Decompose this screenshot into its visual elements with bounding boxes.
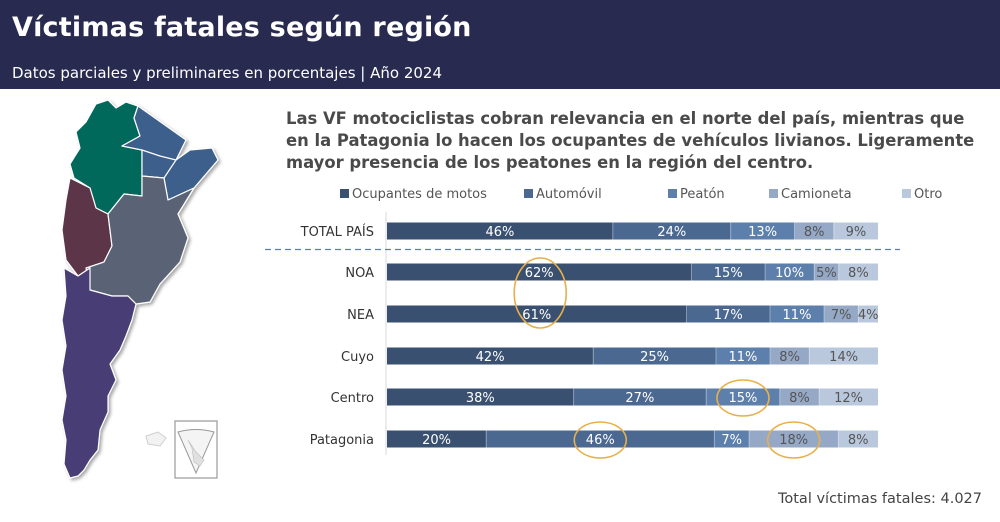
data-label: 46% [485, 225, 514, 240]
data-label: 5% [816, 266, 837, 281]
legend-item: Ocupantes de motos [340, 187, 487, 202]
legend-swatch-icon [769, 189, 778, 198]
bar-segment [387, 263, 692, 281]
page-subtitle: Datos parciales y preliminares en porcen… [12, 64, 442, 82]
bar-segment [838, 263, 878, 281]
legend-label: Peatón [680, 187, 725, 202]
category-label: Cuyo [341, 350, 374, 365]
data-label: 8% [779, 350, 800, 365]
legend-label: Camioneta [781, 187, 852, 202]
bar-segment [838, 430, 878, 448]
legend-item: Peatón [668, 187, 725, 202]
data-label: 14% [829, 350, 858, 365]
data-label: 18% [779, 433, 808, 448]
bar-segment [809, 347, 878, 365]
data-label: 17% [714, 308, 743, 323]
page-title: Víctimas fatales según región [12, 12, 472, 43]
data-label: 15% [714, 266, 743, 281]
data-label: 13% [748, 225, 777, 240]
bar-segment [714, 430, 750, 448]
legend-label: Otro [914, 187, 943, 202]
category-label: Centro [331, 391, 374, 406]
bar-segment [573, 388, 707, 406]
bar-segment [387, 305, 687, 323]
category-label: Patagonia [310, 433, 374, 448]
bar-segment [686, 305, 770, 323]
bar-segment [486, 430, 715, 448]
highlight-ellipse [766, 421, 821, 459]
bar-segment [814, 263, 839, 281]
data-label: 10% [775, 266, 804, 281]
data-label: 11% [783, 308, 812, 323]
legend-label: Automóvil [536, 187, 602, 202]
category-label: NEA [347, 308, 374, 323]
bar-segment [794, 222, 834, 240]
argentina-region-map [61, 99, 219, 479]
data-label: 8% [804, 225, 825, 240]
category-label: NOA [345, 266, 374, 281]
legend-item: Otro [902, 187, 942, 202]
legend-swatch-icon [340, 189, 349, 198]
malvinas-icon [145, 431, 167, 447]
legend-item: Camioneta [769, 187, 852, 202]
data-label: 46% [586, 433, 615, 448]
data-label: 7% [831, 308, 852, 323]
bar-segment [706, 388, 780, 406]
highlight-ellipse [716, 379, 770, 417]
legend-swatch-icon [668, 189, 677, 198]
bar-segment [593, 347, 716, 365]
bar-segment [612, 222, 731, 240]
bar-segment [765, 263, 815, 281]
bar-segment [823, 305, 859, 323]
category-label: TOTAL PAÍS [300, 224, 374, 240]
legend-label: Ocupantes de motos [352, 187, 487, 202]
data-label: 25% [640, 350, 669, 365]
data-label: 27% [625, 391, 654, 406]
bar-segment [858, 305, 878, 323]
data-label: 9% [846, 225, 867, 240]
legend-swatch-icon [902, 189, 911, 198]
bar-segment [387, 430, 487, 448]
total-victims-label: Total víctimas fatales: 4.027 [777, 491, 982, 507]
data-label: 11% [729, 350, 758, 365]
data-label: 38% [466, 391, 495, 406]
bar-segment [387, 388, 574, 406]
data-label: 12% [834, 391, 863, 406]
bar-segment [769, 347, 810, 365]
bar-segment [769, 305, 824, 323]
legend-item: Automóvil [524, 187, 602, 202]
data-label: 15% [729, 391, 758, 406]
bar-segment [387, 347, 594, 365]
map-region-patagonia [61, 267, 137, 479]
bar-segment [749, 430, 839, 448]
highlight-ellipse [573, 421, 628, 459]
data-label: 8% [848, 433, 869, 448]
bar-segment [819, 388, 878, 406]
data-label: 7% [721, 433, 742, 448]
bar-segment [779, 388, 820, 406]
data-label: 8% [789, 391, 810, 406]
data-label: 20% [422, 433, 451, 448]
bar-segment [715, 347, 770, 365]
header-banner: Víctimas fatales según región Datos parc… [0, 0, 1000, 89]
data-label: 8% [848, 266, 869, 281]
bar-segment [691, 263, 766, 281]
antarctica-inset-icon [174, 420, 218, 479]
map-region-nea [121, 105, 219, 201]
data-label: 62% [525, 266, 554, 281]
bar-segment [833, 222, 878, 240]
data-label: 42% [476, 350, 505, 365]
data-label: 24% [657, 225, 686, 240]
data-label: 61% [522, 308, 551, 323]
bar-segment [387, 222, 613, 240]
highlight-ellipse [513, 257, 568, 329]
chart-headline: Las VF motociclistas cobran relevancia e… [286, 109, 975, 172]
legend-swatch-icon [524, 189, 533, 198]
bar-segment [730, 222, 795, 240]
data-label: 4% [858, 308, 879, 323]
